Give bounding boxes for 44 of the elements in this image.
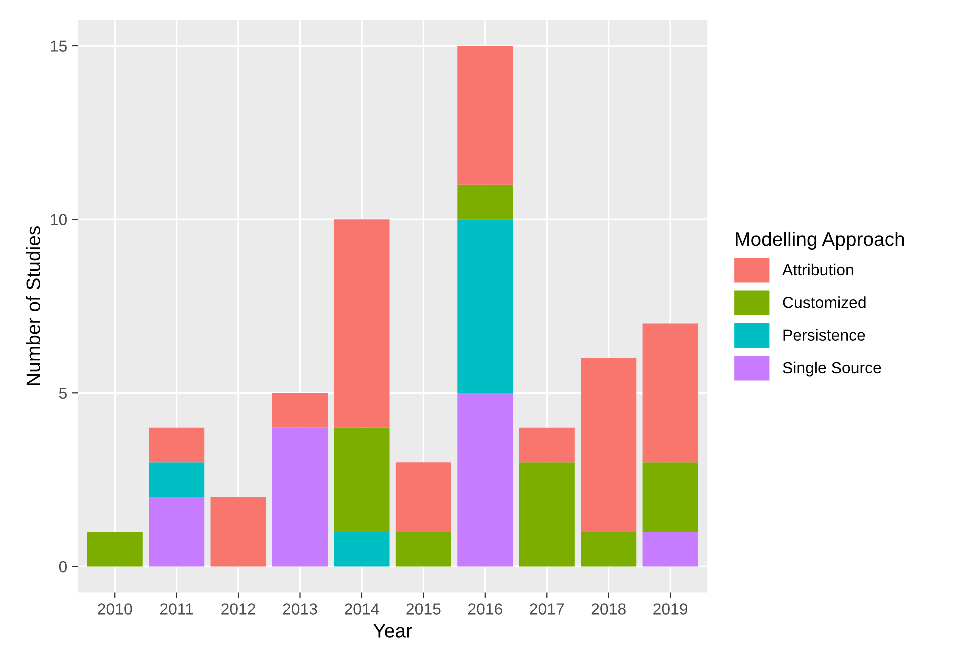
bar [334, 428, 390, 532]
bar [334, 220, 390, 428]
x-tick-label: 2017 [530, 604, 564, 615]
legend-label: Persistence [784, 329, 866, 341]
bar [642, 462, 698, 532]
legend-label: Single Source [783, 362, 882, 377]
bar [581, 358, 637, 532]
bar [519, 462, 575, 567]
bar [458, 393, 514, 567]
x-axis-title: Year [374, 624, 412, 638]
bar [272, 428, 328, 567]
bar [149, 462, 205, 498]
legend-label: Attribution [782, 264, 854, 276]
y-axis-title: Number of Studies [26, 226, 40, 386]
bar [272, 393, 328, 428]
x-tick-label: 2014 [345, 604, 380, 615]
bar [87, 532, 143, 567]
x-tick-label: 2013 [283, 604, 318, 615]
x-tick-label: 2010 [98, 604, 132, 615]
bar [458, 46, 514, 185]
y-tick-label: 15 [51, 40, 67, 52]
bar [458, 220, 514, 394]
y-tick-label: 10 [51, 214, 68, 226]
bar [458, 184, 514, 220]
bar [642, 532, 698, 567]
x-tick-label: 2016 [468, 604, 502, 615]
x-tick-label: 2018 [592, 604, 626, 615]
bar [210, 497, 266, 567]
y-tick-label: 5 [59, 388, 67, 400]
legend-label: Customized [783, 296, 866, 308]
bar [519, 428, 575, 463]
legend-title: Modelling Approach [736, 232, 904, 250]
bar [396, 532, 452, 567]
x-tick-label: 2012 [222, 604, 256, 615]
bar [334, 532, 390, 567]
bar [396, 462, 452, 532]
bar [581, 532, 637, 567]
x-tick-label: 2011 [160, 604, 194, 615]
x-tick-label: 2019 [654, 604, 688, 615]
bar [149, 497, 205, 567]
x-tick-label: 2015 [406, 604, 441, 615]
y-tick-label: 0 [59, 561, 68, 573]
bar [642, 324, 698, 463]
bar [149, 428, 205, 463]
